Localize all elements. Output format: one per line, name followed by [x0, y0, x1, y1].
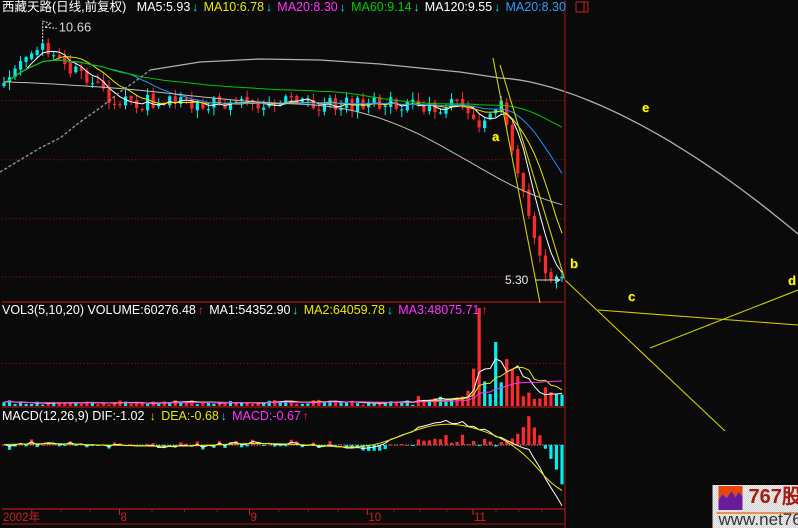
svg-text:MA20:8.30: MA20:8.30	[506, 0, 567, 14]
svg-text:↓: ↓	[150, 409, 156, 423]
svg-text:↓: ↓	[292, 303, 298, 317]
svg-text:↓: ↓	[494, 0, 500, 14]
svg-text:↓: ↓	[387, 303, 393, 317]
svg-text:↓: ↓	[192, 0, 198, 14]
svg-text:a: a	[492, 129, 500, 144]
svg-text:VOL3(5,10,20) VOLUME:60276.48: VOL3(5,10,20) VOLUME:60276.48	[2, 303, 196, 317]
svg-text:MA10:6.78: MA10:6.78	[204, 0, 265, 14]
svg-text:8: 8	[121, 512, 127, 524]
svg-text:MA2:64059.78: MA2:64059.78	[304, 303, 385, 317]
svg-text:MA20:8.30: MA20:8.30	[277, 0, 338, 14]
svg-text:↓: ↓	[414, 0, 420, 14]
svg-text:MA60:9.14: MA60:9.14	[351, 0, 412, 14]
svg-text:www.net767: www.net767	[718, 510, 798, 528]
svg-text:↑: ↑	[482, 303, 488, 317]
svg-text:d: d	[788, 273, 796, 288]
svg-text:↓: ↓	[221, 409, 227, 423]
svg-text:西藏天路(日线,前复权): 西藏天路(日线,前复权)	[2, 0, 126, 14]
svg-text:MA5:5.93: MA5:5.93	[137, 0, 191, 14]
svg-text:↑: ↑	[198, 303, 204, 317]
svg-text:↑: ↑	[303, 409, 309, 423]
svg-text:5.30: 5.30	[505, 273, 529, 287]
svg-text:MACD:-0.67: MACD:-0.67	[232, 409, 301, 423]
svg-text:c: c	[628, 289, 635, 304]
svg-text:2002年: 2002年	[3, 510, 40, 524]
svg-text:10: 10	[368, 512, 381, 524]
svg-text:DEA:-0.68: DEA:-0.68	[161, 409, 219, 423]
svg-text:MA120:9.55: MA120:9.55	[425, 0, 492, 14]
svg-text:11: 11	[474, 512, 486, 524]
svg-text:↓: ↓	[340, 0, 346, 14]
svg-text:MA1:54352.90: MA1:54352.90	[209, 303, 290, 317]
svg-text:MACD(12,26,9) DIF:-1.02: MACD(12,26,9) DIF:-1.02	[2, 409, 144, 423]
svg-text:767股票: 767股票	[749, 485, 798, 508]
svg-text:e: e	[642, 100, 649, 115]
svg-text:MA3:48075.71: MA3:48075.71	[398, 303, 479, 317]
svg-text:10.66: 10.66	[59, 19, 92, 34]
svg-text:↓: ↓	[266, 0, 272, 14]
svg-text:b: b	[570, 256, 578, 271]
svg-text:9: 9	[251, 512, 257, 524]
